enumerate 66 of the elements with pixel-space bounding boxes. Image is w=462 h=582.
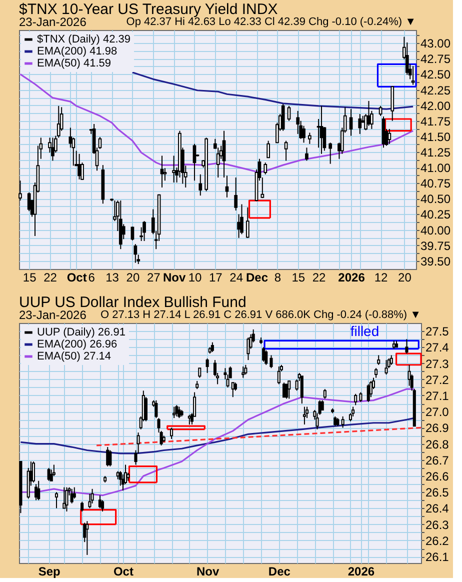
y-tick-label: 41.75 (420, 114, 451, 128)
y-tick-label: 26.8 (426, 437, 450, 452)
x-tick-label: 17 (208, 270, 223, 284)
chart-title: $TNX 10-Year US Treasury Yield INDX (19, 1, 278, 18)
y-tick-label: 43.00 (420, 36, 451, 51)
chart-subtitle: 23-Jan-2026 (19, 308, 87, 322)
y-tick-label: 41.25 (420, 145, 451, 160)
y-tick-label: 27.3 (426, 356, 450, 371)
x-tick-label: 20 (398, 270, 412, 284)
x-tick-label: Dec (268, 564, 291, 578)
y-tick-label: 26.3 (426, 518, 450, 532)
y-tick-label: 27.5 (426, 324, 450, 339)
legend-label: EMA(50) 27.14 (37, 350, 111, 362)
x-tick-label: Oct (66, 270, 87, 284)
y-tick-label: 26.6 (426, 470, 450, 484)
y-tick-label: 42.00 (420, 98, 451, 113)
y-tick-label: 26.5 (426, 486, 450, 500)
y-tick-label: 27.4 (426, 340, 450, 355)
x-tick-label: 15 (292, 270, 306, 284)
x-tick-label: Sep (38, 564, 60, 578)
x-tick-label: 22 (44, 270, 58, 284)
x-tick-label: 22 (312, 270, 326, 284)
x-tick-label: 8 (274, 270, 282, 284)
y-tick-label: 27.1 (426, 388, 450, 403)
y-tick-label: 42.25 (420, 83, 451, 98)
chart-title: UUP US Dollar Index Bullish Fund (19, 294, 246, 311)
y-tick-label: 26.4 (426, 502, 450, 516)
legend-label: EMA(50) 41.59 (37, 58, 111, 70)
y-tick-label: 40.50 (420, 192, 451, 206)
y-tick-label: 39.75 (420, 238, 451, 253)
x-tick-label: Nov (196, 564, 220, 578)
x-tick-label: 20 (126, 270, 140, 284)
x-tick-label: 6 (88, 270, 96, 284)
y-tick-label: 42.50 (420, 68, 451, 82)
x-tick-label: 13 (106, 270, 120, 284)
annotation: filled (350, 323, 380, 339)
legend-label: UUP (Daily) 26.91 (37, 326, 126, 338)
x-tick-label: 15 (22, 270, 37, 284)
y-tick-label: 27.0 (426, 405, 450, 420)
y-tick-label: 26.7 (426, 453, 450, 468)
x-tick-label: 24 (230, 270, 244, 284)
x-tick-label: 27 (146, 270, 161, 284)
y-tick-label: 39.50 (420, 254, 451, 268)
y-tick-label: 41.00 (420, 161, 451, 176)
text: Op 42.37 Hi 42.63 Lo 42.33 Cl 42.39 Chg -0.10 (-0.24%) ▼ (126, 16, 416, 28)
y-tick-label: 40.75 (420, 176, 451, 191)
legend-label: EMA(200) 41.98 (37, 46, 118, 58)
x-tick-label: 2026 (348, 564, 375, 578)
x-tick-label: Nov (162, 270, 186, 284)
legend-label: $TNX (Daily) 42.39 (37, 34, 131, 46)
y-tick-label: 26.2 (426, 534, 450, 548)
x-tick-label: 2026 (338, 270, 366, 284)
x-tick-label: 12 (374, 270, 388, 284)
y-tick-label: 26.1 (426, 550, 450, 564)
y-tick-label: 27.2 (426, 372, 450, 387)
y-tick-label: 26.9 (426, 421, 450, 436)
text: O 27.13 H 27.14 L 26.91 C 26.91 V 686.0K Chg -0.24 (-0.88%) ▼ (100, 309, 421, 321)
y-tick-label: 42.75 (420, 52, 451, 66)
y-tick-label: 40.00 (420, 223, 451, 238)
y-tick-label: 41.50 (420, 130, 451, 144)
legend-label: EMA(200) 26.96 (37, 338, 118, 350)
x-tick-label: Dec (246, 270, 268, 284)
chart-subtitle: 23-Jan-2026 (19, 15, 87, 29)
y-tick-label: 40.25 (420, 208, 451, 222)
x-tick-label: 10 (188, 270, 202, 284)
x-tick-label: Oct (113, 564, 134, 578)
